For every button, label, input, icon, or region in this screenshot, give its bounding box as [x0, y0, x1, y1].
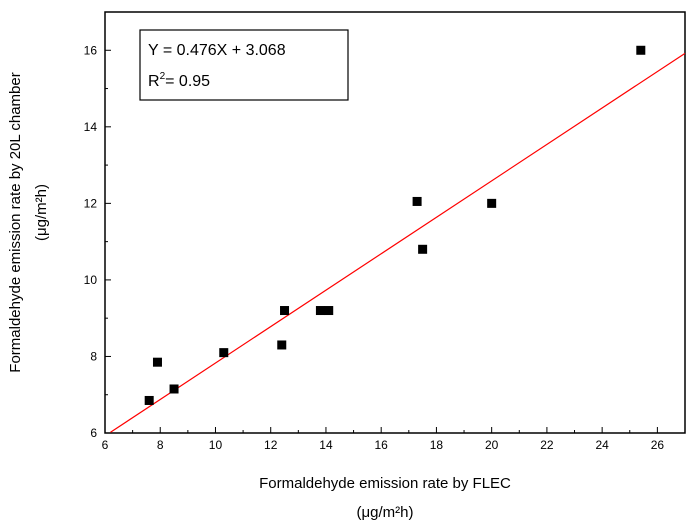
plot-area: [104, 11, 686, 434]
y-tick-label: 14: [84, 120, 98, 134]
data-point: [324, 306, 334, 316]
r-squared-exponent: 2: [160, 71, 166, 82]
y-tick-label: 12: [84, 196, 98, 210]
data-point: [144, 395, 154, 405]
regression-line: [110, 52, 686, 433]
r-squared-symbol: R: [148, 73, 160, 90]
y-axis-ticks: 6 8 10 12 14 16: [84, 43, 111, 440]
data-point: [277, 340, 287, 350]
data-point: [219, 348, 229, 358]
y-tick-label: 6: [90, 426, 97, 440]
r-squared: R2= 0.95: [148, 71, 210, 90]
data-point: [636, 45, 646, 55]
r-squared-value: = 0.95: [165, 73, 210, 90]
x-tick-label: 22: [540, 438, 554, 452]
data-point: [315, 306, 325, 316]
x-tick-label: 14: [319, 438, 333, 452]
data-point: [418, 244, 428, 254]
x-axis-ticks: 6 8 10 12 14 16 18 20 22 24 26: [102, 427, 665, 452]
data-point: [152, 357, 162, 367]
data-points: [144, 45, 646, 405]
data-point: [280, 306, 290, 316]
y-axis-unit: (μg/m²h): [33, 184, 50, 241]
x-tick-label: 20: [485, 438, 499, 452]
regression-equation: Y = 0.476X + 3.068: [148, 42, 286, 59]
y-axis-label: Formaldehyde emission rate by 20L chambe…: [7, 72, 24, 372]
data-point: [412, 196, 422, 206]
data-point: [169, 384, 179, 394]
x-tick-label: 24: [595, 438, 609, 452]
y-tick-label: 8: [90, 349, 97, 363]
x-tick-label: 26: [651, 438, 665, 452]
data-point: [487, 198, 497, 208]
annotation-box: [139, 29, 349, 101]
x-tick-label: 16: [375, 438, 389, 452]
x-axis-label: Formaldehyde emission rate by FLEC: [259, 475, 511, 492]
x-tick-label: 8: [157, 438, 164, 452]
x-tick-label: 12: [264, 438, 278, 452]
x-tick-label: 10: [209, 438, 223, 452]
x-axis-unit: (μg/m²h): [357, 504, 414, 521]
x-tick-label: 18: [430, 438, 444, 452]
y-tick-label: 10: [84, 273, 98, 287]
plot-frame: [104, 11, 686, 434]
regression-annotation: Y = 0.476X + 3.068 R2= 0.95: [139, 29, 349, 101]
x-tick-label: 6: [102, 438, 109, 452]
y-tick-label: 16: [84, 43, 98, 57]
